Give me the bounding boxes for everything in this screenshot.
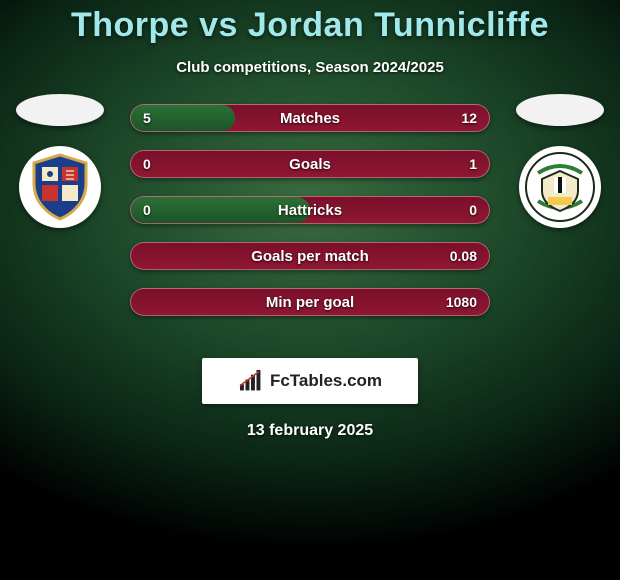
bar-chart-icon <box>238 370 264 392</box>
right-club-crest <box>519 146 601 228</box>
stat-left-value: 0 <box>143 202 151 218</box>
brand-label: FcTables.com <box>270 371 382 391</box>
stat-right-value: 12 <box>461 110 477 126</box>
stat-right-value: 0 <box>469 202 477 218</box>
stat-row: Min per goal 1080 <box>130 288 490 316</box>
stat-left-value: 0 <box>143 156 151 172</box>
left-club-crest <box>19 146 101 228</box>
stat-label: Goals per match <box>251 248 369 265</box>
player-right-column <box>510 94 610 228</box>
stat-right-value: 1080 <box>446 294 477 310</box>
stat-label: Hattricks <box>278 202 342 219</box>
shield-icon <box>524 151 596 223</box>
stat-right-value: 0.08 <box>450 248 477 264</box>
stat-row: 0 Goals 1 <box>130 150 490 178</box>
shield-icon <box>24 151 96 223</box>
stat-row: 0 Hattricks 0 <box>130 196 490 224</box>
player-right-avatar <box>516 94 604 126</box>
stats-area: 5 Matches 12 0 Goals 1 0 Hattricks 0 Goals per ma… <box>0 104 620 334</box>
stat-label: Min per goal <box>266 294 354 311</box>
brand-box[interactable]: FcTables.com <box>202 358 418 404</box>
player-left-column <box>10 94 110 228</box>
subtitle: Club competitions, Season 2024/2025 <box>0 59 620 76</box>
player-left-avatar <box>16 94 104 126</box>
date-label: 13 february 2025 <box>0 422 620 440</box>
stat-right-value: 1 <box>469 156 477 172</box>
stat-label: Matches <box>280 110 340 127</box>
stat-label: Goals <box>289 156 331 173</box>
stat-rows: 5 Matches 12 0 Goals 1 0 Hattricks 0 Goals per ma… <box>130 104 490 316</box>
stat-row: Goals per match 0.08 <box>130 242 490 270</box>
stat-row: 5 Matches 12 <box>130 104 490 132</box>
page-title: Thorpe vs Jordan Tunnicliffe <box>0 6 620 45</box>
stat-left-value: 5 <box>143 110 151 126</box>
comparison-card: Thorpe vs Jordan Tunnicliffe Club compet… <box>0 0 620 440</box>
